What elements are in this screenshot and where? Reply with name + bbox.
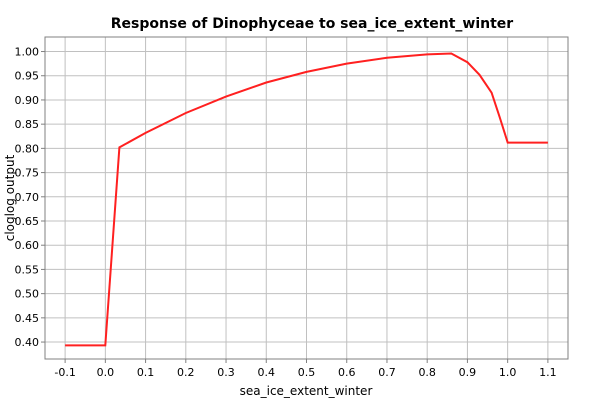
x-axis: -0.1 0.0 0.1 0.2 0.3 0.4 0.5 0.6 0.7 0.8 0.9 1.0 1.1 [54, 359, 557, 379]
y-tick-label: 0.55 [15, 263, 40, 276]
x-tick-label: 0.7 [378, 366, 396, 379]
y-tick-label: 0.85 [15, 118, 40, 131]
x-tick-label: 0.2 [177, 366, 195, 379]
x-tick-label: 0.5 [298, 366, 316, 379]
y-tick-label: 1.00 [15, 46, 40, 59]
y-tick-label: 0.70 [15, 191, 40, 204]
grid [45, 37, 568, 359]
x-tick-label: 1.0 [499, 366, 517, 379]
y-axis: 0.40 0.45 0.50 0.55 0.60 0.65 0.70 0.75 0.80 0.85… [15, 46, 45, 349]
y-tick-label: 0.60 [15, 239, 40, 252]
series-line [65, 52, 548, 347]
y-axis-label: cloglog output [3, 154, 17, 241]
y-tick-label: 0.45 [15, 312, 40, 325]
y-tick-label: 0.40 [15, 336, 40, 349]
y-tick-label: 0.75 [15, 167, 40, 180]
y-tick-label: 0.50 [15, 288, 40, 301]
x-tick-label: 0.6 [338, 366, 356, 379]
x-tick-label: 0.9 [459, 366, 477, 379]
x-tick-label: 0.3 [217, 366, 235, 379]
y-tick-label: 0.95 [15, 70, 40, 83]
y-tick-label: 0.65 [15, 215, 40, 228]
x-axis-label: sea_ice_extent_winter [240, 384, 373, 398]
x-tick-label: 0.8 [418, 366, 436, 379]
x-tick-label: 1.1 [539, 366, 557, 379]
x-tick-label: -0.1 [54, 366, 75, 379]
y-tick-label: 0.90 [15, 94, 40, 107]
x-tick-label: 0.0 [97, 366, 115, 379]
x-tick-label: 0.1 [137, 366, 155, 379]
y-tick-label: 0.80 [15, 142, 40, 155]
chart-title: Response of Dinophyceae to sea_ice_exten… [111, 16, 514, 32]
x-tick-label: 0.4 [258, 366, 276, 379]
